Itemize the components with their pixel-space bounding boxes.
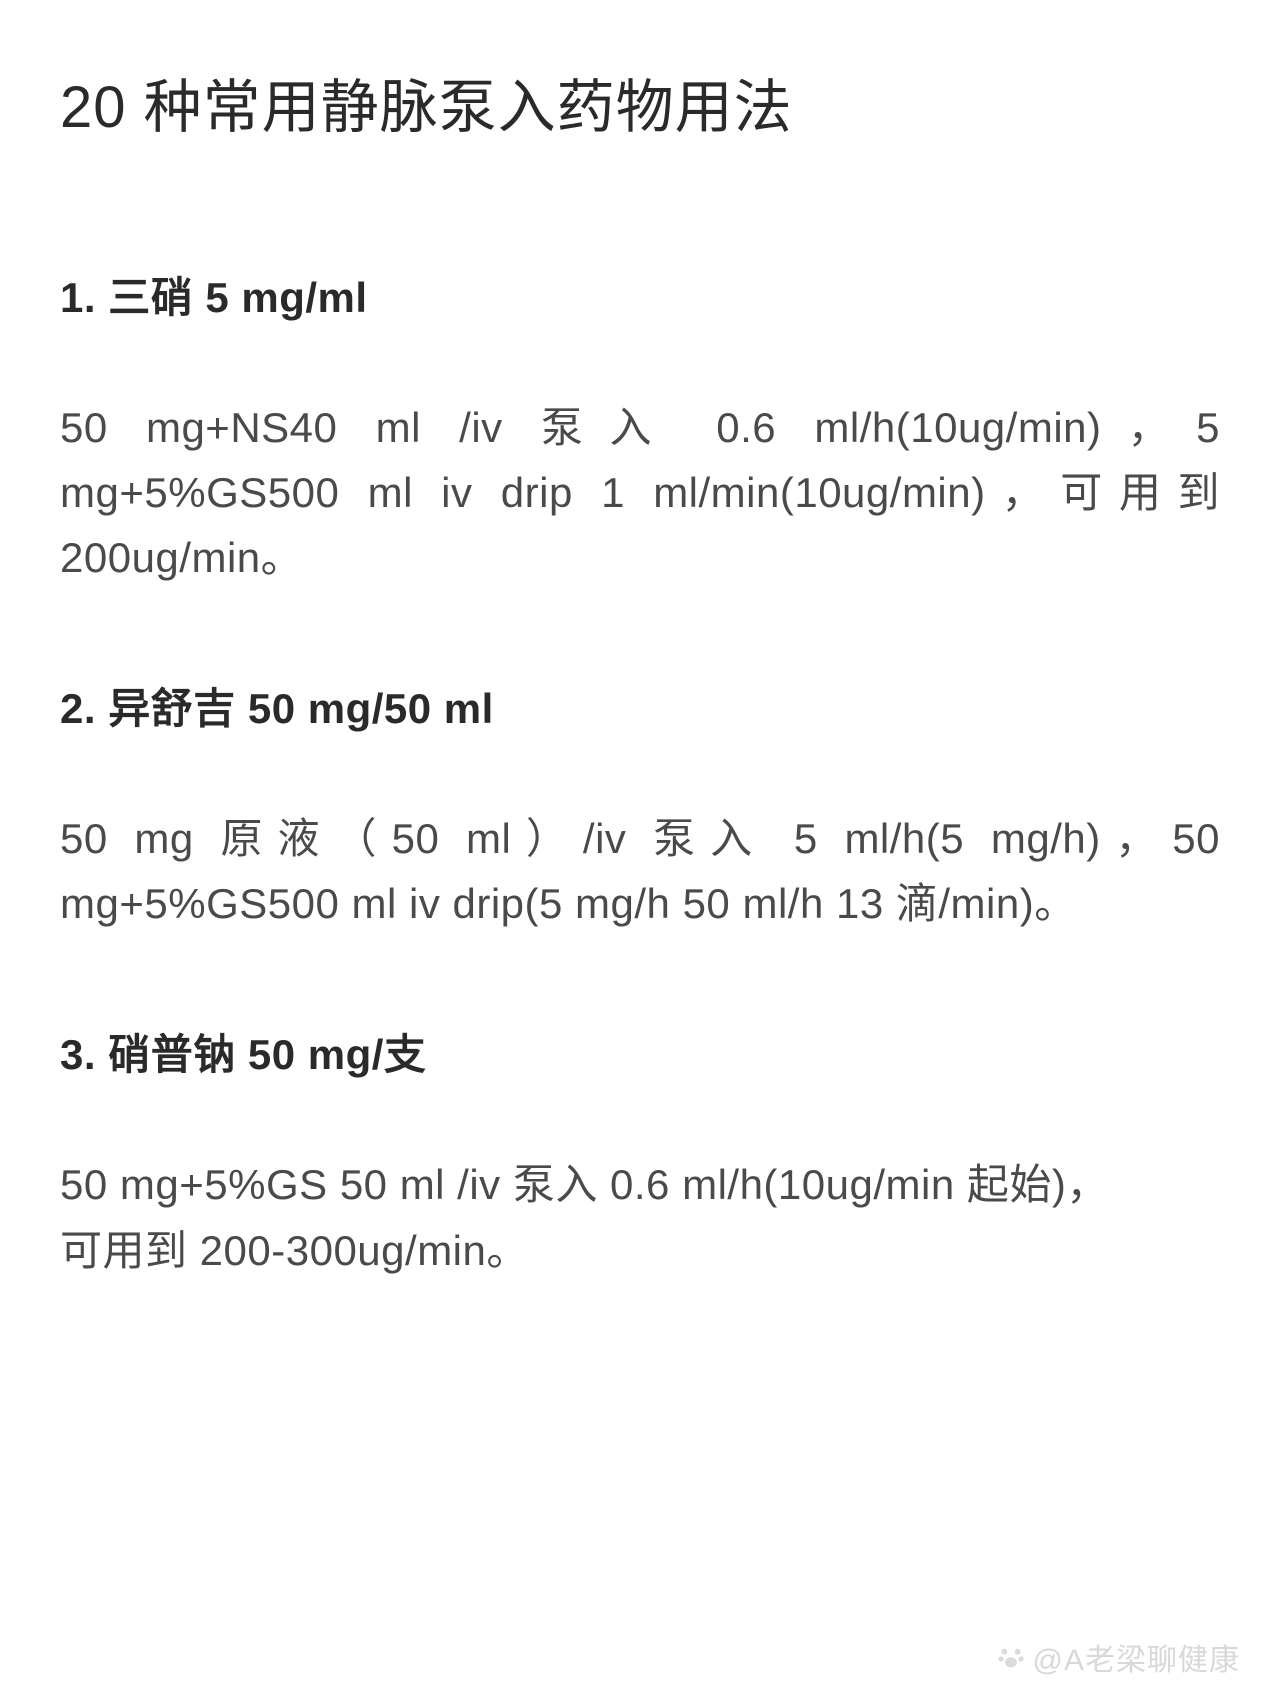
section-1: 1. 三硝 5 mg/ml 50 mg+NS40 ml /iv 泵入 0.6 m… xyxy=(60,264,1220,590)
section-2-heading: 2. 异舒吉 50 mg/50 ml xyxy=(60,675,1220,736)
paw-icon xyxy=(995,1641,1027,1673)
section-3-heading: 3. 硝普钠 50 mg/支 xyxy=(60,1021,1220,1082)
section-1-body: 50 mg+NS40 ml /iv 泵入 0.6 ml/h(10ug/min)，… xyxy=(60,395,1220,590)
section-3: 3. 硝普钠 50 mg/支 50 mg+5%GS 50 ml /iv 泵入 0… xyxy=(60,1021,1220,1282)
section-3-body: 50 mg+5%GS 50 ml /iv 泵入 0.6 ml/h(10ug/mi… xyxy=(60,1152,1220,1282)
section-1-heading: 1. 三硝 5 mg/ml xyxy=(60,264,1220,325)
section-2: 2. 异舒吉 50 mg/50 ml 50 mg 原液（50 ml）/iv 泵入… xyxy=(60,675,1220,936)
page-title: 20 种常用静脉泵入药物用法 xyxy=(60,60,1220,144)
section-2-body: 50 mg 原液（50 ml）/iv 泵入 5 ml/h(5 mg/h)，50 … xyxy=(60,806,1220,936)
watermark-text: @A老梁聊健康 xyxy=(1033,1635,1240,1679)
watermark: @A老梁聊健康 xyxy=(995,1635,1240,1679)
